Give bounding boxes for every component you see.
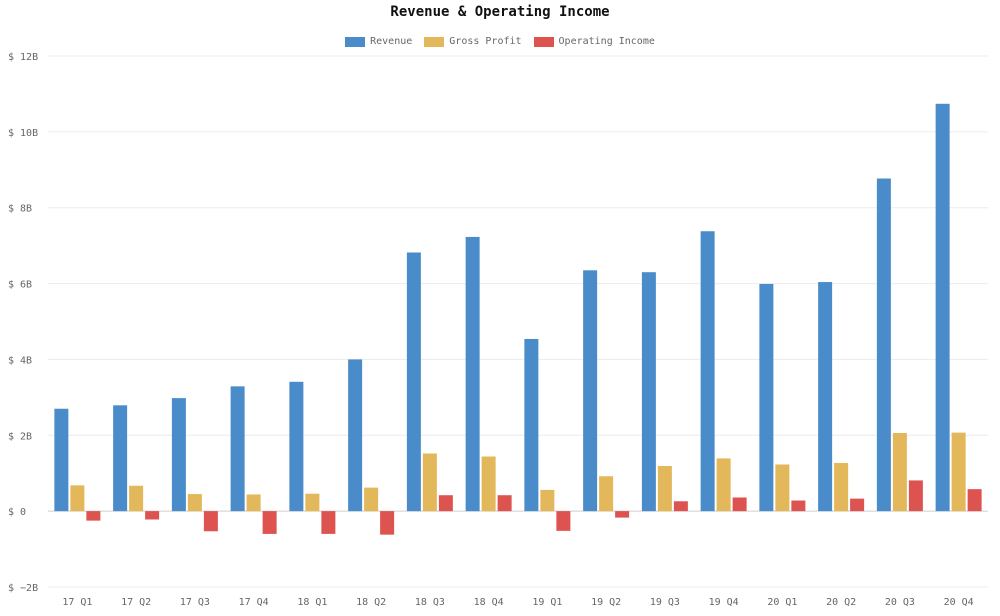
x-tick-label: 17 Q1 xyxy=(62,597,92,608)
bar-gross-profit xyxy=(364,487,379,512)
y-tick-label: $ 6B xyxy=(8,280,32,291)
x-tick-label: 20 Q2 xyxy=(826,597,856,608)
bar-revenue xyxy=(230,386,245,512)
y-tick-label: $ 4B xyxy=(8,355,32,366)
chart-title: Revenue & Operating Income xyxy=(390,4,610,20)
x-tick-label: 19 Q3 xyxy=(650,597,680,608)
bar-operating-income xyxy=(908,480,923,512)
bar-gross-profit xyxy=(599,476,614,512)
bar-operating-income xyxy=(556,511,571,531)
bar-gross-profit xyxy=(305,493,320,512)
bar-gross-profit xyxy=(187,494,202,512)
x-tick-label: 18 Q3 xyxy=(415,597,445,608)
bar-gross-profit xyxy=(892,433,907,512)
bar-operating-income xyxy=(380,511,395,535)
y-tick-label: $ −2B xyxy=(8,583,38,594)
x-tick-label: 17 Q3 xyxy=(180,597,210,608)
x-tick-label: 18 Q4 xyxy=(474,597,504,608)
legend-swatch-revenue xyxy=(345,36,366,47)
bar-operating-income xyxy=(615,511,630,518)
x-tick-label: 17 Q4 xyxy=(239,597,269,608)
bar-revenue xyxy=(465,236,480,512)
bar-revenue xyxy=(524,338,539,512)
bar-operating-income xyxy=(791,500,806,512)
bar-operating-income xyxy=(86,511,101,521)
bar-operating-income xyxy=(203,511,218,532)
legend-label-gross-profit: Gross Profit xyxy=(449,36,522,47)
y-tick-label: $ 0 xyxy=(8,507,26,518)
legend-item-gross-profit[interactable]: Gross Profit xyxy=(424,36,522,47)
x-tick-label: 20 Q1 xyxy=(767,597,797,608)
bar-operating-income xyxy=(967,489,982,512)
bar-gross-profit xyxy=(540,489,555,512)
bar-revenue xyxy=(406,252,421,512)
legend-label-revenue: Revenue xyxy=(370,36,413,47)
bar-revenue xyxy=(759,283,774,512)
bar-revenue xyxy=(113,405,128,512)
x-tick-label: 20 Q3 xyxy=(885,597,915,608)
legend-label-operating-income: Operating Income xyxy=(558,36,655,47)
bar-operating-income xyxy=(438,495,453,512)
bar-gross-profit xyxy=(775,464,790,512)
bar-gross-profit xyxy=(422,453,437,512)
bar-gross-profit xyxy=(481,456,496,512)
x-tick-label: 18 Q2 xyxy=(356,597,386,608)
legend-swatch-gross-profit xyxy=(424,36,445,47)
y-tick-label: $ 8B xyxy=(8,204,32,215)
bar-revenue xyxy=(54,408,69,512)
y-tick-label: $ 2B xyxy=(8,431,32,442)
x-tick-label: 19 Q4 xyxy=(709,597,739,608)
bar-gross-profit xyxy=(70,485,85,512)
bar-operating-income xyxy=(850,498,865,512)
bar-revenue xyxy=(876,178,891,512)
bar-gross-profit xyxy=(657,466,672,512)
bar-gross-profit xyxy=(716,458,731,512)
x-tick-label: 18 Q1 xyxy=(297,597,327,608)
legend-item-operating-income[interactable]: Operating Income xyxy=(533,36,655,47)
bar-revenue xyxy=(935,103,950,512)
y-tick-label: $ 12B xyxy=(8,52,38,63)
bar-revenue xyxy=(171,398,186,512)
x-tick-label: 17 Q2 xyxy=(121,597,151,608)
bar-gross-profit xyxy=(246,494,261,512)
bar-revenue xyxy=(700,231,715,512)
bar-revenue xyxy=(818,282,833,512)
y-tick-label: $ 10B xyxy=(8,128,38,139)
legend-item-revenue[interactable]: Revenue xyxy=(345,36,412,47)
bar-operating-income xyxy=(262,511,277,534)
legend-swatch-operating-income xyxy=(533,36,554,47)
bar-gross-profit xyxy=(834,462,849,512)
x-tick-label: 19 Q1 xyxy=(532,597,562,608)
bar-operating-income xyxy=(321,511,336,534)
bar-revenue xyxy=(289,381,304,512)
bar-gross-profit xyxy=(129,485,144,512)
bar-revenue xyxy=(583,270,598,512)
bar-revenue xyxy=(348,359,363,512)
bar-revenue xyxy=(641,272,656,512)
bar-gross-profit xyxy=(951,432,966,512)
x-tick-label: 19 Q2 xyxy=(591,597,621,608)
x-tick-label: 20 Q4 xyxy=(944,597,974,608)
bar-operating-income xyxy=(145,511,160,520)
legend: Revenue Gross Profit Operating Income xyxy=(0,36,1000,47)
bar-operating-income xyxy=(497,495,512,512)
bar-operating-income xyxy=(732,497,747,512)
bar-operating-income xyxy=(673,501,688,512)
